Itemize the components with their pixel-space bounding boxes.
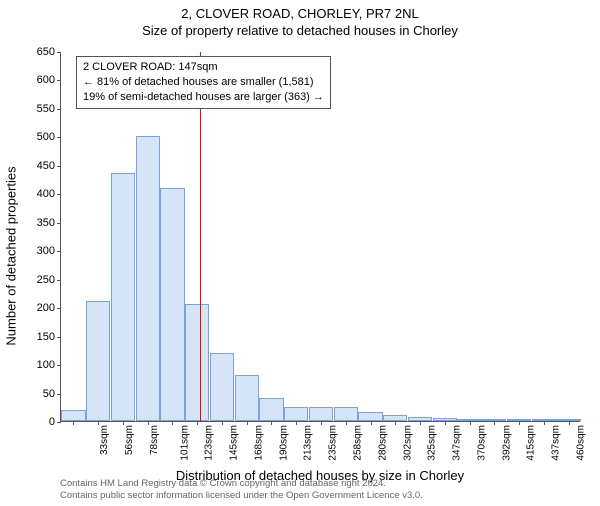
y-tick-mark — [57, 194, 61, 195]
y-tick-label: 0 — [49, 416, 55, 428]
y-tick-mark — [57, 280, 61, 281]
x-tick-mark — [346, 421, 347, 425]
x-tick-mark — [172, 421, 173, 425]
x-tick-mark — [73, 421, 74, 425]
x-tick-label: 460sqm — [575, 425, 586, 461]
callout-line-2: ← 81% of detached houses are smaller (1,… — [83, 75, 324, 90]
x-tick-label: 325sqm — [427, 425, 438, 461]
footer-line-2: Contains public sector information licen… — [60, 490, 423, 502]
x-tick-mark — [321, 421, 322, 425]
x-tick-label: 78sqm — [149, 425, 160, 455]
histogram-bar — [185, 304, 209, 421]
histogram-bar — [61, 410, 85, 421]
histogram-bar — [334, 407, 358, 421]
y-tick-label: 250 — [37, 274, 55, 286]
x-tick-label: 280sqm — [377, 425, 388, 461]
x-tick-label: 370sqm — [476, 425, 487, 461]
y-tick-mark — [57, 223, 61, 224]
y-tick-mark — [57, 422, 61, 423]
y-tick-mark — [57, 80, 61, 81]
x-tick-label: 235sqm — [328, 425, 339, 461]
y-tick-label: 400 — [37, 188, 55, 200]
histogram-bar — [111, 173, 135, 421]
chart-area: 0501001502002503003504004505005506006503… — [60, 52, 580, 422]
page-title: 2, CLOVER ROAD, CHORLEY, PR7 2NL — [0, 6, 600, 21]
x-tick-label: 258sqm — [353, 425, 364, 461]
x-tick-mark — [470, 421, 471, 425]
y-tick-label: 100 — [37, 359, 55, 371]
footer: Contains HM Land Registry data © Crown c… — [60, 478, 423, 502]
histogram-bar — [259, 398, 283, 421]
x-tick-mark — [494, 421, 495, 425]
y-tick-mark — [57, 251, 61, 252]
y-tick-label: 600 — [37, 74, 55, 86]
x-tick-mark — [544, 421, 545, 425]
histogram-bar — [210, 353, 234, 421]
x-tick-mark — [98, 421, 99, 425]
y-axis-label: Number of detached properties — [4, 166, 19, 345]
callout-line-3: 19% of semi-detached houses are larger (… — [83, 90, 324, 105]
x-tick-mark — [222, 421, 223, 425]
page-subtitle: Size of property relative to detached ho… — [0, 23, 600, 38]
x-tick-mark — [123, 421, 124, 425]
callout-box: 2 CLOVER ROAD: 147sqm ← 81% of detached … — [76, 56, 331, 109]
y-tick-label: 50 — [43, 388, 55, 400]
histogram-bar — [86, 301, 110, 421]
histogram-bar — [136, 136, 160, 421]
y-tick-mark — [57, 365, 61, 366]
y-tick-label: 300 — [37, 245, 55, 257]
y-tick-label: 200 — [37, 302, 55, 314]
x-tick-mark — [445, 421, 446, 425]
footer-line-1: Contains HM Land Registry data © Crown c… — [60, 478, 423, 490]
x-tick-mark — [569, 421, 570, 425]
x-tick-label: 123sqm — [204, 425, 215, 461]
x-tick-label: 392sqm — [501, 425, 512, 461]
x-tick-mark — [197, 421, 198, 425]
histogram-bar — [284, 407, 308, 421]
y-tick-label: 500 — [37, 131, 55, 143]
histogram-bar — [160, 188, 184, 421]
y-tick-label: 550 — [37, 103, 55, 115]
y-tick-label: 450 — [37, 160, 55, 172]
y-tick-mark — [57, 308, 61, 309]
x-tick-label: 168sqm — [254, 425, 265, 461]
y-tick-label: 150 — [37, 331, 55, 343]
x-tick-label: 145sqm — [229, 425, 240, 461]
x-tick-mark — [148, 421, 149, 425]
x-tick-mark — [395, 421, 396, 425]
x-tick-label: 101sqm — [179, 425, 190, 461]
x-tick-mark — [519, 421, 520, 425]
callout-line-1: 2 CLOVER ROAD: 147sqm — [83, 60, 324, 75]
x-tick-label: 347sqm — [452, 425, 463, 461]
y-tick-mark — [57, 394, 61, 395]
x-tick-label: 213sqm — [303, 425, 314, 461]
x-tick-label: 190sqm — [278, 425, 289, 461]
y-tick-mark — [57, 137, 61, 138]
histogram-bar — [309, 407, 333, 421]
x-tick-mark — [420, 421, 421, 425]
x-tick-label: 33sqm — [99, 425, 110, 455]
x-tick-label: 56sqm — [124, 425, 135, 455]
y-tick-mark — [57, 52, 61, 53]
y-tick-mark — [57, 166, 61, 167]
histogram-bar — [358, 412, 382, 421]
y-tick-mark — [57, 337, 61, 338]
x-tick-mark — [371, 421, 372, 425]
y-tick-label: 650 — [37, 46, 55, 58]
x-tick-label: 415sqm — [526, 425, 537, 461]
x-tick-mark — [271, 421, 272, 425]
y-tick-mark — [57, 109, 61, 110]
histogram-bar — [235, 375, 259, 421]
y-tick-label: 350 — [37, 217, 55, 229]
x-tick-mark — [296, 421, 297, 425]
x-tick-mark — [247, 421, 248, 425]
x-tick-label: 437sqm — [551, 425, 562, 461]
x-tick-label: 302sqm — [402, 425, 413, 461]
